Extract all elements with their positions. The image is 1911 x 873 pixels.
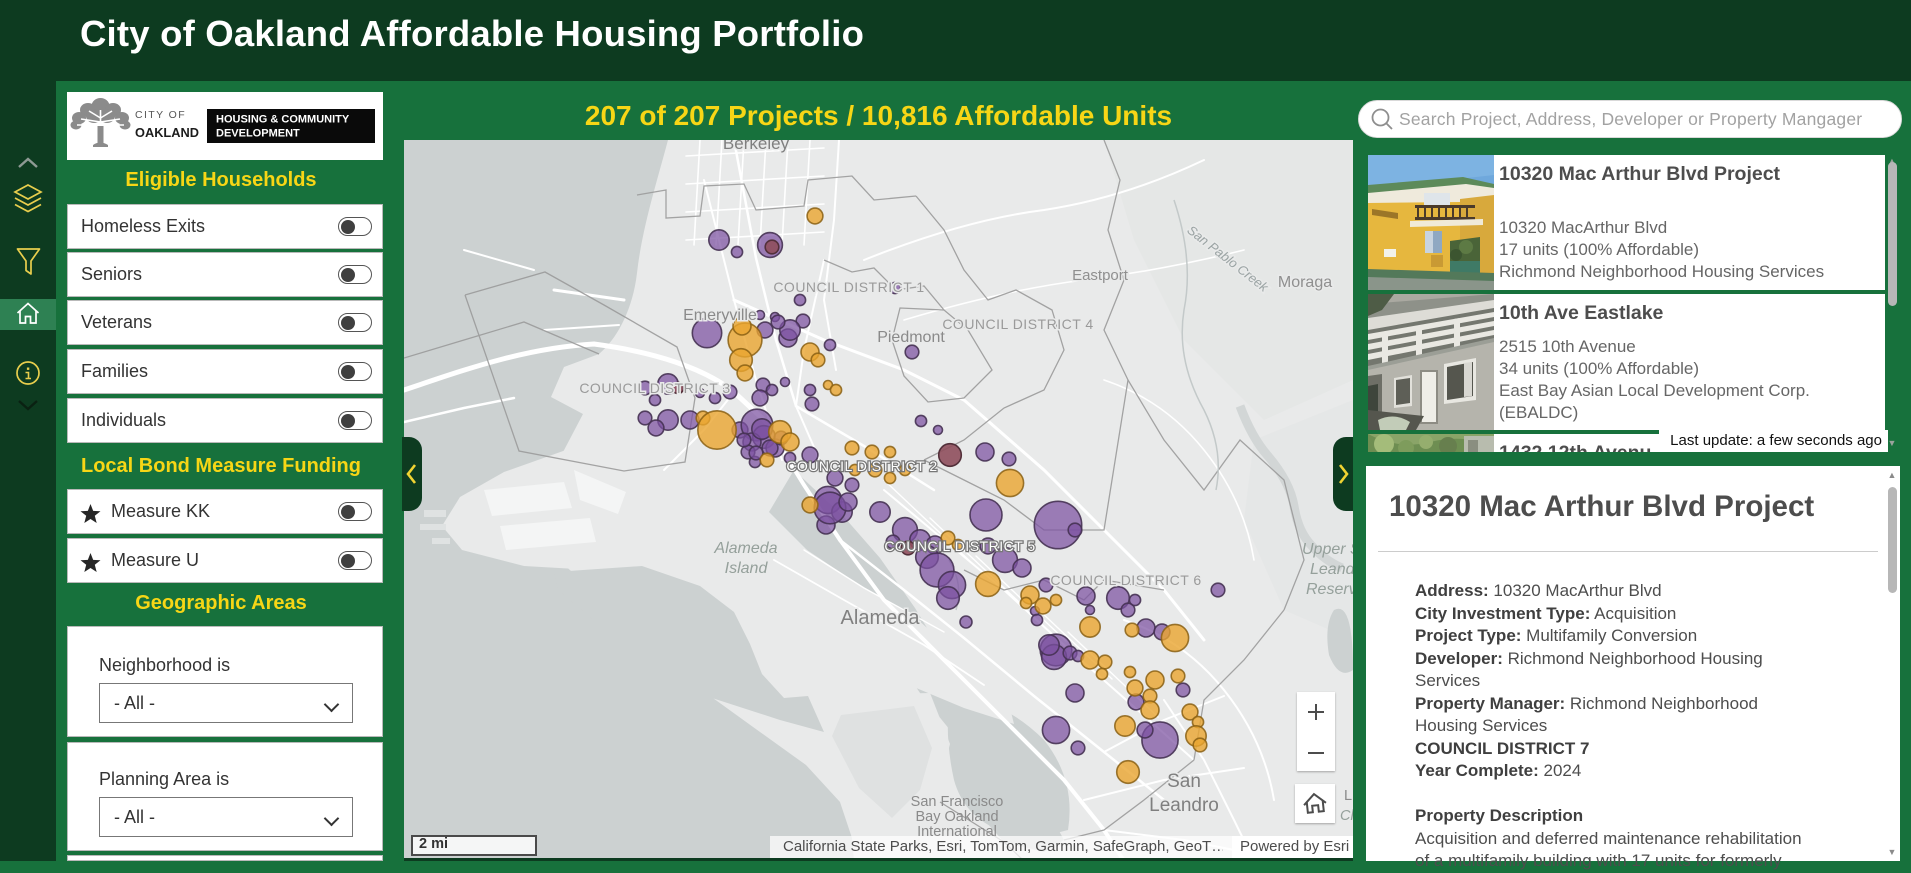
svg-text:CITY OF: CITY OF [135, 109, 186, 121]
svg-text:Reservoi: Reservoi [1306, 581, 1353, 598]
svg-text:COUNCIL DISTRICT 2: COUNCIL DISTRICT 2 [786, 458, 937, 474]
svg-text:Leandro: Leandro [1310, 561, 1353, 578]
svg-text:Berkeley: Berkeley [723, 140, 790, 153]
svg-text:COUNCIL DISTRICT 4: COUNCIL DISTRICT 4 [942, 316, 1093, 332]
svg-text:Piedmont: Piedmont [877, 329, 945, 346]
svg-text:San: San [1167, 771, 1201, 792]
svg-text:Leandro: Leandro [1149, 795, 1219, 816]
svg-text:San Francisco: San Francisco [911, 794, 1004, 810]
svg-text:Ch: Ch [1340, 808, 1353, 824]
svg-text:COUNCIL DISTRICT 6: COUNCIL DISTRICT 6 [1050, 572, 1201, 588]
svg-text:COUNCIL DISTRICT 1: COUNCIL DISTRICT 1 [773, 279, 924, 295]
svg-text:Moraga: Moraga [1278, 274, 1332, 291]
svg-text:Upper Sa: Upper Sa [1302, 541, 1353, 558]
svg-text:Alameda: Alameda [841, 607, 921, 629]
svg-text:Island: Island [725, 560, 769, 577]
svg-text:Alameda: Alameda [713, 540, 777, 557]
svg-text:OAKLAND: OAKLAND [135, 125, 199, 140]
svg-text:HOUSING & COMMUNITY: HOUSING & COMMUNITY [216, 114, 350, 126]
svg-text:L: L [1344, 788, 1352, 804]
svg-text:COUNCIL DISTRICT 3: COUNCIL DISTRICT 3 [579, 380, 730, 396]
svg-text:Eastport: Eastport [1072, 267, 1129, 284]
svg-text:Bay Oakland: Bay Oakland [915, 809, 998, 825]
svg-text:DEVELOPMENT: DEVELOPMENT [216, 128, 300, 140]
svg-text:Emeryville: Emeryville [683, 307, 757, 324]
svg-text:COUNCIL DISTRICT 5: COUNCIL DISTRICT 5 [884, 538, 1035, 554]
